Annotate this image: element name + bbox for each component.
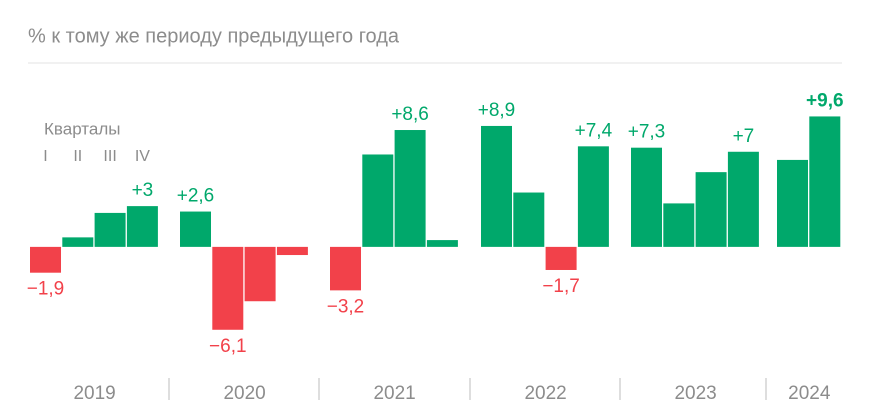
- bar: [126, 206, 158, 247]
- bar: [394, 130, 426, 247]
- bar: [276, 246, 308, 256]
- bar: [212, 246, 244, 330]
- year-label: 2022: [524, 383, 566, 400]
- bar: [30, 246, 61, 273]
- bar: [180, 211, 211, 247]
- bar: [426, 240, 458, 247]
- value-label: +3: [132, 180, 154, 201]
- bar: [481, 125, 512, 247]
- value-label: +8,9: [478, 100, 516, 121]
- bar: [809, 116, 841, 247]
- bar: [727, 151, 759, 247]
- value-label: −1,7: [542, 276, 580, 297]
- legend-quarter: II: [73, 148, 82, 165]
- value-label: +7,4: [575, 120, 613, 141]
- legend-title: Кварталы: [44, 119, 120, 138]
- bar: [513, 192, 545, 247]
- value-label: −3,2: [327, 296, 365, 317]
- year-label: 2024: [788, 383, 831, 400]
- bar: [94, 212, 126, 247]
- value-label: −6,1: [209, 336, 247, 357]
- year-label: 2019: [73, 383, 115, 400]
- bar: [545, 246, 577, 270]
- bar: [244, 246, 276, 302]
- year-label: 2020: [223, 383, 265, 400]
- value-label: +7: [733, 126, 755, 147]
- legend-quarter: I: [43, 148, 47, 165]
- bar: [62, 237, 94, 247]
- year-label: 2023: [674, 383, 716, 400]
- value-label: +7,3: [628, 122, 666, 143]
- bar: [330, 246, 361, 291]
- value-label: +2,6: [177, 186, 215, 207]
- bar: [362, 154, 394, 247]
- bar: [663, 203, 695, 247]
- value-label: +8,6: [391, 104, 429, 125]
- year-label: 2021: [373, 383, 415, 400]
- bar: [631, 147, 662, 247]
- bar: [577, 146, 609, 247]
- chart-subtitle: % к тому же периоду предыдущего года: [28, 25, 400, 47]
- bar: [695, 172, 727, 247]
- legend-quarter: III: [103, 148, 116, 165]
- legend-quarter: IV: [135, 148, 150, 165]
- value-label: +9,6: [806, 90, 844, 111]
- value-label: −1,9: [27, 279, 65, 300]
- bar: [777, 159, 808, 247]
